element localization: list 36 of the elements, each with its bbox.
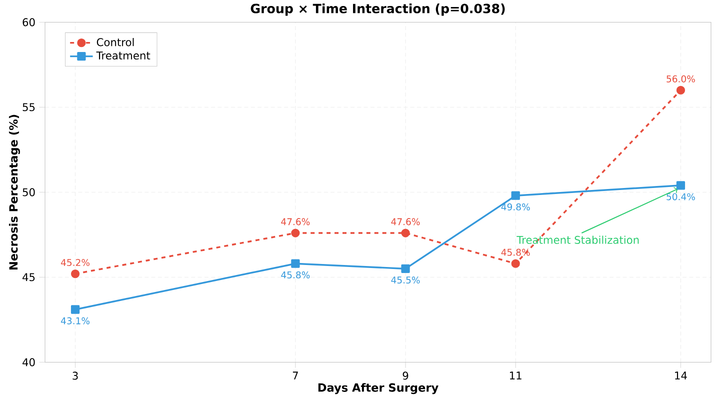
point: [511, 191, 520, 200]
point: [70, 305, 80, 314]
data-label: 45.5%: [391, 276, 420, 284]
data-label: 45.8%: [281, 271, 310, 278]
y-axis-title: Necrosis Percentage (%): [8, 114, 20, 270]
point: [401, 264, 410, 273]
point: [511, 259, 520, 268]
x-tick-label: 9: [402, 372, 408, 380]
point: [70, 269, 80, 278]
y-tick-label: 45: [22, 273, 35, 282]
x-tick-label: 7: [292, 372, 298, 380]
data-label: 49.8%: [501, 203, 530, 210]
point: [291, 259, 300, 268]
point: [401, 228, 410, 238]
x-tick-label: 14: [675, 372, 687, 380]
y-tick-label: 40: [22, 358, 35, 366]
legend-label: Treatment: [96, 52, 150, 60]
y-tick-label: 50: [22, 188, 35, 196]
point: [676, 86, 686, 94]
annotation: Treatment Stabilization: [516, 236, 639, 244]
point: [676, 180, 686, 190]
data-label: 47.6%: [391, 218, 420, 226]
data-label: 45.8%: [501, 248, 530, 256]
y-tick-label: 60: [22, 18, 35, 26]
data-label: 56.0%: [666, 75, 695, 82]
x-tick-label: 3: [72, 372, 78, 380]
point: [291, 228, 300, 238]
data-label: 43.1%: [60, 317, 90, 324]
y-tick-label: 55: [22, 103, 35, 112]
x-tick-label: 11: [510, 372, 522, 380]
x-axis-title: Days After Surgery: [318, 382, 438, 394]
legend-label: Control: [96, 38, 134, 46]
data-label: 47.6%: [281, 218, 310, 226]
chart-title: Group × Time Interaction (p=0.038): [250, 3, 505, 16]
data-label: 45.2%: [60, 258, 90, 266]
data-label: 50.4%: [666, 193, 695, 200]
